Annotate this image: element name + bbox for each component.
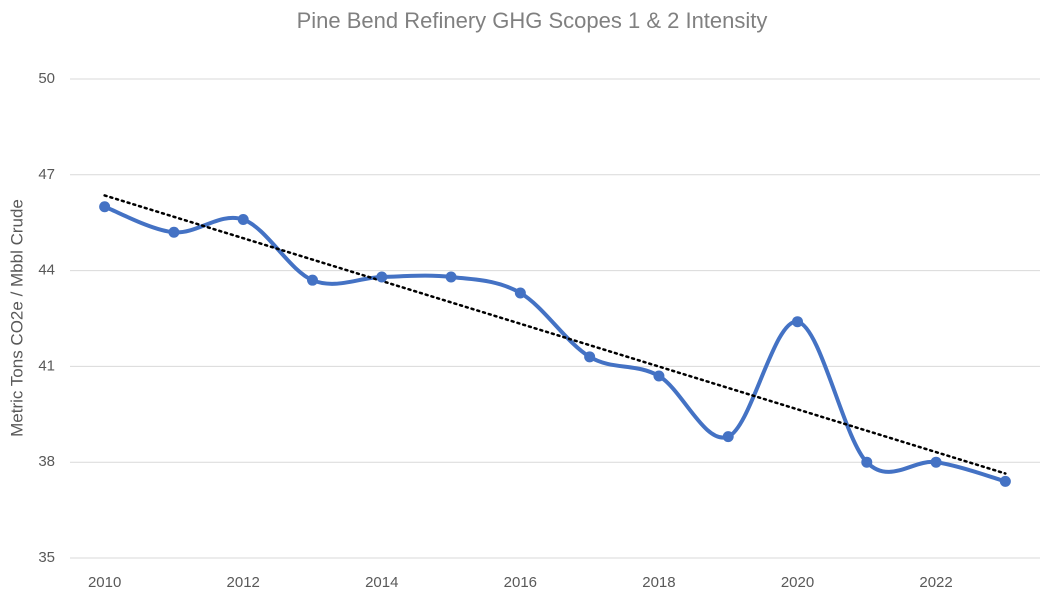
x-tick-label: 2018 [642, 574, 675, 591]
data-point [168, 226, 180, 238]
x-tick-label: 2020 [781, 574, 814, 591]
x-tick-label: 2012 [227, 574, 260, 591]
data-point [999, 475, 1011, 487]
data-point [584, 351, 596, 363]
data-point [792, 316, 803, 328]
x-tick-label: 2022 [919, 574, 952, 591]
data-point [861, 456, 873, 468]
data-point [376, 271, 388, 283]
trendline [103, 194, 1007, 475]
chart-title: Pine Bend Refinery GHG Scopes 1 & 2 Inte… [297, 8, 768, 33]
data-point [653, 370, 665, 382]
y-axis-label: Metric Tons CO2e / Mbbl Crude [7, 199, 26, 437]
x-tick-label: 2016 [504, 574, 537, 591]
y-tick-label: 44 [38, 262, 55, 279]
data-point [445, 271, 457, 283]
y-tick-label: 35 [38, 549, 55, 566]
x-tick-label: 2014 [365, 574, 398, 591]
data-point [722, 431, 734, 443]
y-tick-label: 41 [38, 357, 55, 374]
data-point [930, 456, 942, 468]
data-line [103, 204, 1006, 484]
y-tick-label: 47 [38, 166, 55, 183]
y-tick-label: 38 [38, 453, 55, 470]
y-tick-label: 50 [38, 70, 55, 87]
data-point [514, 287, 526, 299]
x-tick-label: 2010 [88, 574, 121, 591]
data-point [99, 201, 111, 213]
data-point [237, 214, 249, 226]
data-point [307, 274, 318, 286]
